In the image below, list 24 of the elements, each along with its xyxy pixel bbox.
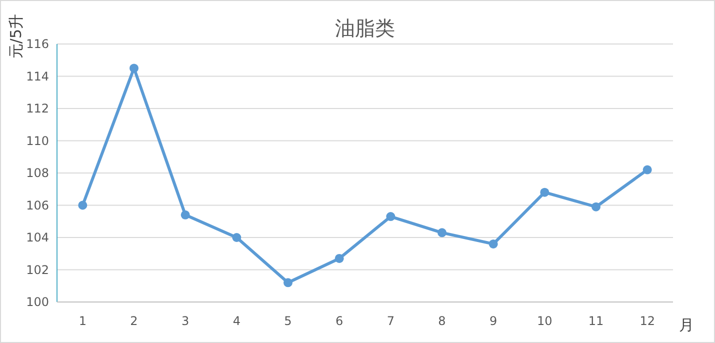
point — [284, 278, 292, 288]
y-axis-title: 元/5升 — [7, 14, 25, 59]
point — [642, 165, 652, 174]
y-tick-label: 116 — [26, 37, 49, 51]
y-tick-label: 102 — [26, 262, 49, 277]
y-tick-label: 110 — [26, 134, 49, 148]
point — [78, 200, 88, 210]
chart-title: 油脂类 — [335, 16, 395, 40]
point — [180, 210, 190, 220]
y-tick-label: 100 — [26, 295, 49, 309]
y-tick-label: 108 — [26, 166, 49, 180]
point — [488, 239, 498, 248]
y-tick-label: 106 — [26, 198, 49, 212]
point — [592, 202, 600, 212]
y-tick-label: 112 — [26, 102, 49, 116]
point — [540, 188, 550, 197]
x-axis-title: 月 — [679, 316, 694, 334]
point — [386, 212, 396, 222]
point — [438, 228, 446, 238]
point — [232, 233, 242, 242]
y-tick-label: 104 — [26, 230, 49, 244]
y-tick-label: 114 — [26, 69, 49, 84]
point — [334, 254, 344, 263]
point — [130, 64, 138, 73]
